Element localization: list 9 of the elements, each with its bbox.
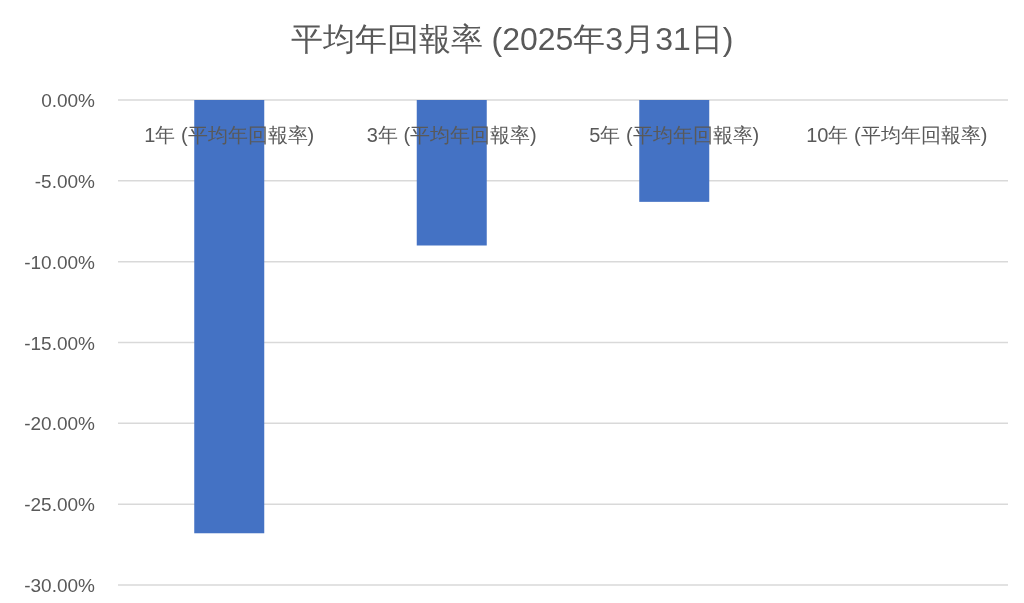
y-tick-label: -30.00%	[24, 575, 96, 596]
y-tick-label: -25.00%	[24, 494, 96, 516]
y-tick-label: 0.00%	[41, 90, 96, 111]
chart-title: 平均年回報率 (2025年3月31日)	[290, 21, 734, 57]
y-tick-label: -15.00%	[24, 332, 96, 354]
y-tick-label: -5.00%	[34, 170, 96, 192]
y-tick-label: -10.00%	[24, 251, 96, 273]
y-tick-label: -20.00%	[24, 413, 96, 435]
x-tick-label: 10年 (平均年回報率)	[806, 124, 988, 146]
